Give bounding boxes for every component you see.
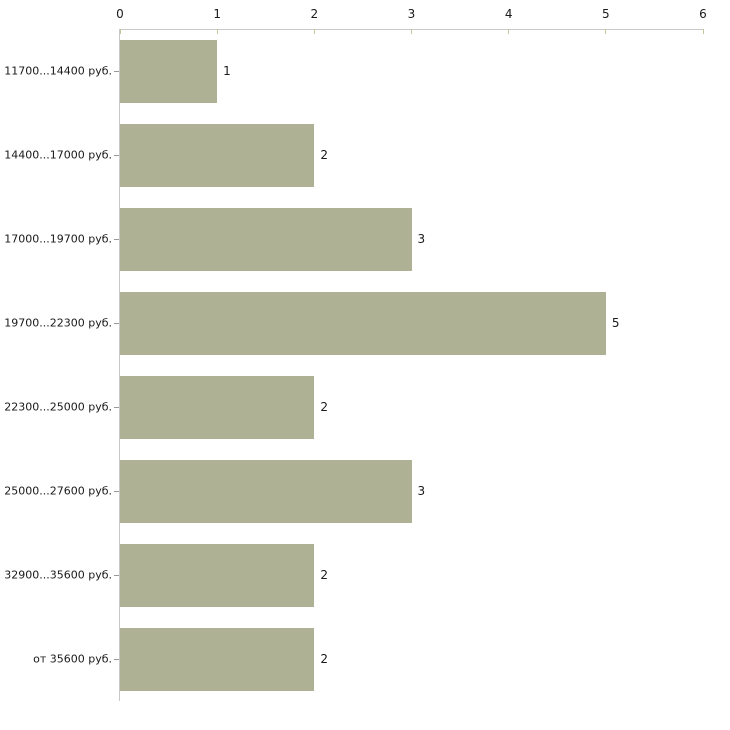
x-axis-tick bbox=[605, 29, 607, 34]
bar[interactable] bbox=[120, 376, 315, 439]
bar-value-label: 3 bbox=[417, 232, 426, 246]
y-axis-tick bbox=[114, 575, 119, 576]
bar[interactable] bbox=[120, 40, 218, 103]
y-axis-tick bbox=[114, 407, 119, 408]
x-axis-tick bbox=[702, 29, 704, 34]
x-axis-tick bbox=[411, 29, 412, 34]
bar[interactable] bbox=[120, 460, 412, 523]
bar-value-label: 5 bbox=[611, 316, 620, 330]
bar-value-label: 2 bbox=[320, 568, 328, 582]
x-axis-tick-label: 1 bbox=[213, 7, 221, 21]
y-axis-tick bbox=[114, 491, 119, 492]
y-axis-category-label: 22300...25000 руб. bbox=[4, 400, 112, 414]
y-axis-tick bbox=[114, 155, 119, 156]
bar[interactable] bbox=[120, 208, 412, 271]
bar-value-label: 2 bbox=[320, 400, 328, 414]
x-axis-tick-label: 4 bbox=[504, 7, 513, 21]
bar-value-label: 1 bbox=[223, 64, 231, 78]
y-axis-category-label: 14400...17000 руб. bbox=[4, 148, 112, 162]
y-axis-category-label: от 35600 руб. bbox=[33, 652, 112, 666]
bar-value-label: 2 bbox=[320, 148, 328, 162]
y-axis-line bbox=[119, 29, 120, 701]
bar[interactable] bbox=[120, 292, 606, 355]
y-axis-tick bbox=[114, 71, 119, 72]
x-axis-tick bbox=[119, 29, 121, 34]
x-axis-tick-label: 6 bbox=[699, 7, 707, 21]
x-axis-tick bbox=[216, 29, 218, 34]
x-axis-tick bbox=[508, 29, 510, 34]
y-axis-category-label: 19700...22300 руб. bbox=[4, 316, 112, 330]
x-axis-tick-label: 3 bbox=[407, 7, 416, 21]
x-axis-tick-label: 2 bbox=[310, 7, 319, 21]
x-axis-tick-label: 0 bbox=[116, 7, 124, 21]
bar[interactable] bbox=[120, 124, 315, 187]
bar[interactable] bbox=[120, 544, 315, 607]
bar-value-label: 3 bbox=[417, 484, 426, 498]
y-axis-category-label: 17000...19700 руб. bbox=[4, 232, 112, 246]
y-axis-tick bbox=[114, 659, 119, 660]
y-axis-category-label: 25000...27600 руб. bbox=[4, 484, 112, 498]
y-axis-category-label: 11700...14400 руб. bbox=[4, 64, 112, 78]
x-axis-tick bbox=[313, 29, 315, 34]
y-axis-category-label: 32900...35600 руб. bbox=[4, 568, 112, 582]
bar-value-label: 2 bbox=[320, 652, 328, 666]
y-axis-tick bbox=[114, 239, 119, 240]
x-axis-tick-label: 5 bbox=[602, 7, 610, 21]
bar[interactable] bbox=[120, 628, 315, 691]
y-axis-tick bbox=[114, 323, 119, 324]
